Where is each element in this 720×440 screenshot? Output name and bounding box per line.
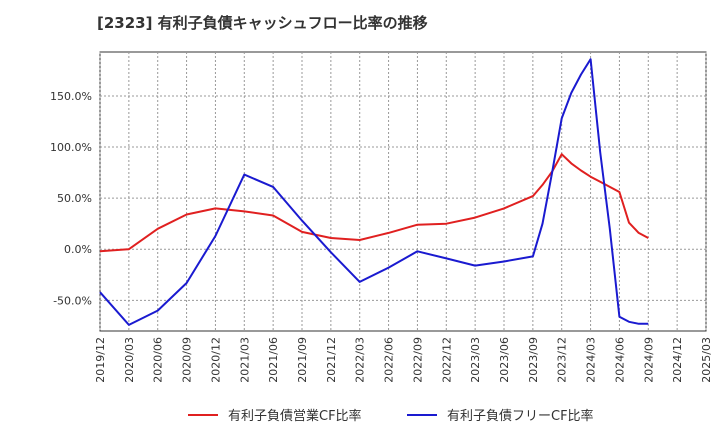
x-tick-label: 2024/09 (642, 337, 655, 383)
y-tick-label: 50.0% (57, 192, 92, 205)
x-tick-label: 2021/09 (296, 337, 309, 383)
x-tick-label: 2019/12 (94, 337, 107, 383)
x-tick-label: 2024/03 (585, 337, 598, 383)
legend: 有利子負債営業CF比率 有利子負債フリーCF比率 (188, 408, 594, 424)
x-tick-label: 2022/12 (440, 337, 453, 383)
x-tick-label: 2020/03 (123, 337, 136, 383)
series-lines (99, 58, 649, 326)
legend-label-2: 有利子負債フリーCF比率 (447, 408, 594, 424)
x-tick-label: 2020/09 (181, 337, 194, 383)
x-tick-label: 2024/12 (671, 337, 684, 383)
x-tick-label: 2023/09 (527, 337, 540, 383)
x-tick-label: 2022/03 (354, 337, 367, 383)
x-tick-label: 2025/03 (700, 337, 713, 383)
x-tick-label: 2023/06 (498, 337, 511, 383)
x-tick-label: 2024/06 (613, 337, 626, 383)
y-tick-label: 150.0% (50, 90, 92, 103)
legend-label-1: 有利子負債営業CF比率 (228, 408, 362, 424)
y-axis-ticks: -50.0% 0.0% 50.0% 100.0% 150.0% (50, 90, 92, 307)
x-tick-label: 2021/12 (325, 337, 338, 383)
x-tick-label: 2022/06 (383, 337, 396, 383)
y-tick-label: -50.0% (53, 294, 92, 307)
y-tick-label: 0.0% (64, 243, 92, 256)
series-line-2 (99, 58, 649, 326)
x-tick-label: 2023/03 (469, 337, 482, 383)
x-axis-ticks: 2019/12 2020/03 2020/06 2020/09 2020/12 2021/… (94, 337, 713, 383)
x-tick-label: 2023/12 (556, 337, 569, 383)
x-tick-label: 2020/06 (152, 337, 165, 383)
x-tick-label: 2022/09 (411, 337, 424, 383)
chart-title: [2323] 有利子負債キャッシュフロー比率の推移 (97, 14, 428, 32)
x-tick-label: 2021/03 (238, 337, 251, 383)
grid-lines (99, 52, 707, 331)
x-tick-label: 2020/12 (209, 337, 222, 383)
y-tick-label: 100.0% (50, 141, 92, 154)
plot-area (99, 51, 707, 332)
x-tick-label: 2021/06 (267, 337, 280, 383)
